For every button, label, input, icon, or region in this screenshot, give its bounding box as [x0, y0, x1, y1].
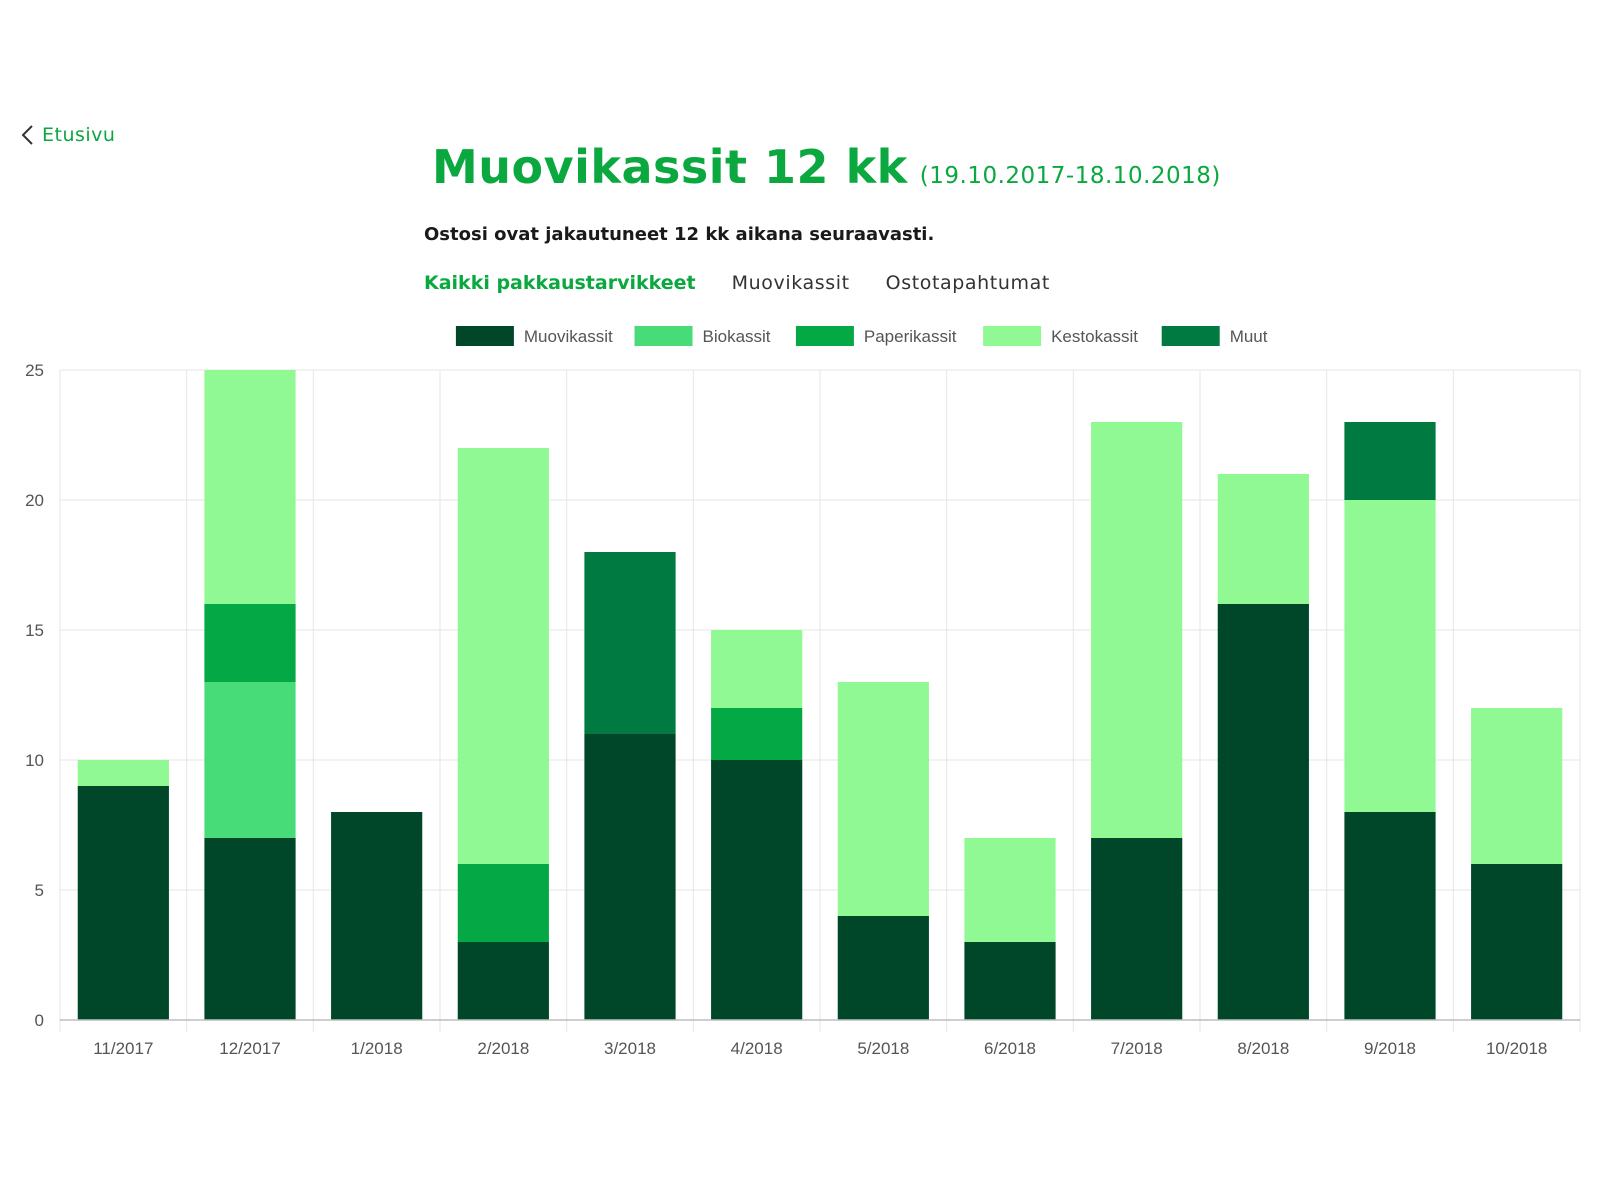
bar-segment	[457, 448, 549, 864]
y-axis: 0 5 10 15 20 25	[25, 361, 44, 1030]
bar-segment	[837, 916, 929, 1020]
x-tick-label: 3/2018	[604, 1039, 656, 1058]
legend-swatch	[634, 326, 693, 346]
bar-segment	[1091, 838, 1183, 1020]
chart-bars	[77, 370, 1563, 1020]
x-tick-label: 5/2018	[857, 1039, 909, 1058]
y-tick-label: 20	[25, 491, 44, 510]
page-title-text: Muovikassit 12 kk	[432, 140, 908, 194]
bar-segment	[331, 812, 423, 1020]
bar-segment	[584, 734, 676, 1020]
bar-segment	[711, 630, 803, 708]
page-subtitle: Ostosi ovat jakautuneet 12 kk aikana seu…	[424, 224, 935, 245]
bar-segment	[1217, 604, 1309, 1020]
stacked-bar-chart: Muovikassit Biokassit Paperikassit Kestokas…	[25, 326, 1581, 1058]
tab-all-packaging[interactable]: Kaikki pakkaustarvikkeet	[424, 272, 696, 294]
bar-segment	[1344, 422, 1436, 500]
bar-segment	[1344, 812, 1436, 1020]
chevron-left-icon	[21, 125, 33, 145]
tab-purchases[interactable]: Ostotapahtumat	[885, 272, 1050, 294]
chart-legend: Muovikassit Biokassit Paperikassit Kestokas…	[455, 326, 1268, 346]
y-tick-label: 25	[25, 361, 44, 380]
legend-label: Paperikassit	[864, 327, 957, 346]
x-tick-label: 10/2018	[1486, 1039, 1547, 1058]
back-link[interactable]: Etusivu	[20, 124, 115, 146]
bar-segment	[77, 760, 169, 786]
bar-segment	[457, 942, 549, 1020]
bar-segment	[711, 708, 803, 760]
bar-segment	[1344, 500, 1436, 812]
x-tick-label: 7/2018	[1111, 1039, 1163, 1058]
legend-label: Muovikassit	[524, 327, 613, 346]
x-tick-label: 4/2018	[731, 1039, 783, 1058]
legend-swatch	[983, 326, 1042, 346]
bar-segment	[77, 786, 169, 1020]
x-axis: 11/2017 12/2017 1/2018 2/2018 3/2018 4/2018 5/…	[60, 1019, 1580, 1058]
x-tick-label: 8/2018	[1237, 1039, 1289, 1058]
bar-segment	[964, 942, 1056, 1020]
y-tick-label: 5	[35, 881, 44, 900]
legend-label: Biokassit	[703, 327, 771, 346]
legend-label: Muut	[1230, 327, 1268, 346]
back-link-label: Etusivu	[42, 124, 116, 146]
date-range: (19.10.2017-18.10.2018)	[919, 163, 1221, 189]
legend-swatch	[1161, 326, 1220, 346]
legend-swatch	[455, 326, 514, 346]
y-tick-label: 10	[25, 751, 44, 770]
x-tick-label: 11/2017	[93, 1039, 153, 1058]
x-tick-label: 12/2017	[219, 1039, 280, 1058]
tab-plastic-bags[interactable]: Muovikassit	[731, 272, 850, 294]
bar-segment	[837, 682, 929, 916]
bar-segment	[204, 838, 296, 1020]
bar-segment	[584, 552, 676, 734]
legend-label: Kestokassit	[1051, 327, 1138, 346]
bar-segment	[204, 682, 296, 838]
bar-segment	[711, 760, 803, 1020]
bar-segment	[204, 604, 296, 682]
bar-segment	[457, 864, 549, 942]
y-tick-label: 0	[35, 1011, 44, 1030]
x-tick-label: 2/2018	[477, 1039, 529, 1058]
x-tick-label: 6/2018	[984, 1039, 1036, 1058]
y-tick-label: 15	[25, 621, 44, 640]
bar-segment	[964, 838, 1056, 942]
chart-grid	[59, 369, 1581, 1032]
x-tick-label: 9/2018	[1364, 1039, 1416, 1058]
tab-bar: Kaikki pakkaustarvikkeet Muovikassit Ost…	[424, 272, 1050, 294]
page-title: Muovikassit 12 kk (19.10.2017-18.10.2018…	[432, 140, 1221, 194]
bar-segment	[204, 370, 296, 604]
legend-swatch	[795, 326, 854, 346]
bar-segment	[1217, 474, 1309, 604]
bar-segment	[1471, 708, 1563, 864]
x-tick-label: 1/2018	[351, 1039, 403, 1058]
bar-segment	[1091, 422, 1183, 838]
bar-segment	[1471, 864, 1563, 1020]
